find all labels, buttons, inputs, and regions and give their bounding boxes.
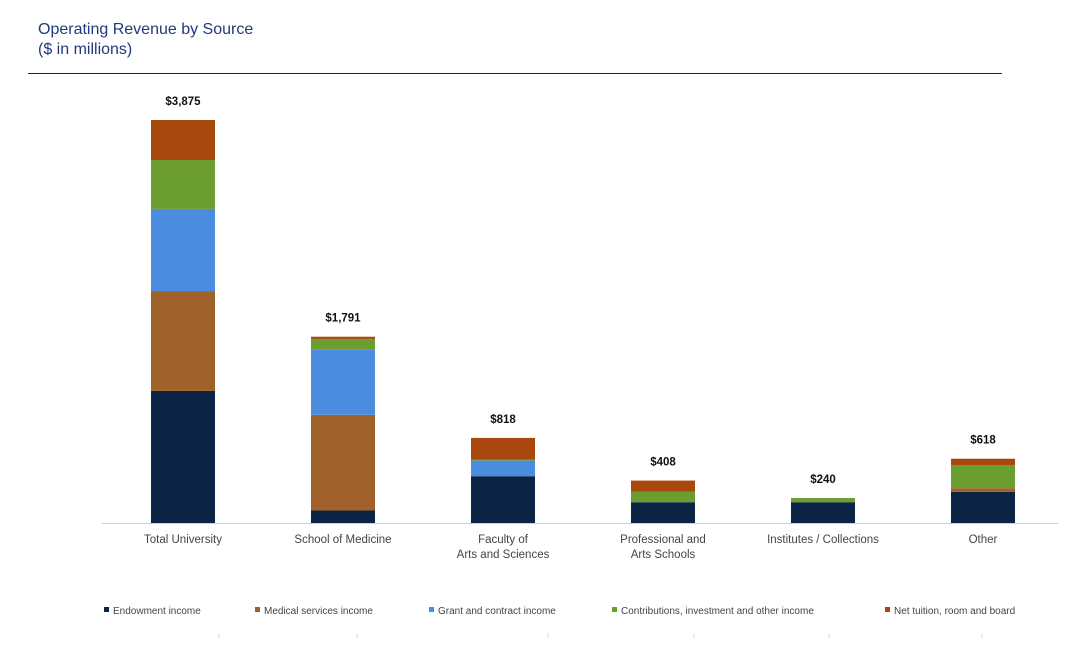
- legend-swatch-endowment-income: [104, 607, 109, 612]
- bar-segment-professional-and-arts-schools-endowment-income: [631, 502, 695, 523]
- bar-segment-school-of-medicine-medical-services-income: [311, 414, 375, 511]
- total-label-professional-and-arts-schools: $408: [650, 457, 676, 469]
- category-label-faculty-of-arts-and-sciences-line1: Faculty of: [478, 534, 529, 546]
- bar-segment-other-endowment-income: [951, 491, 1015, 523]
- category-label-professional-and-arts-schools-line2: Arts Schools: [631, 549, 696, 561]
- legend-label-net-tuition-room-and-board: Net tuition, room and board: [894, 606, 1015, 617]
- bar-segment-faculty-of-arts-and-sciences-contributions-investment-and-other-income: [471, 459, 535, 461]
- legend-item-contributions-investment-and-other-income: Contributions, investment and other inco…: [612, 606, 814, 617]
- category-label-total-university: Total University: [144, 534, 222, 546]
- title-divider: [28, 73, 1002, 74]
- bar-segment-faculty-of-arts-and-sciences-grant-and-contract-income: [471, 460, 535, 477]
- category-label-school-of-medicine: School of Medicine: [294, 534, 391, 546]
- bar-segment-school-of-medicine-grant-and-contract-income: [311, 349, 375, 415]
- legend-item-medical-services-income: Medical services income: [255, 606, 373, 617]
- legend-swatch-net-tuition-room-and-board: [885, 607, 890, 612]
- legend-item-net-tuition-room-and-board: Net tuition, room and board: [885, 606, 1015, 617]
- bar-segment-institutes-collections-contributions-investment-and-other-income: [791, 498, 855, 503]
- legend-label-medical-services-income: Medical services income: [264, 606, 373, 617]
- bar-segment-professional-and-arts-schools-contributions-investment-and-other-income: [631, 491, 695, 503]
- bar-segment-total-university-grant-and-contract-income: [151, 208, 215, 292]
- bar-segment-other-contributions-investment-and-other-income: [951, 464, 1015, 489]
- bar-segment-faculty-of-arts-and-sciences-net-tuition-room-and-board: [471, 437, 535, 460]
- total-label-other: $618: [970, 435, 996, 447]
- bar-segment-school-of-medicine-endowment-income: [311, 510, 375, 523]
- total-label-institutes-collections: $240: [810, 474, 836, 486]
- bar-segment-school-of-medicine-contributions-investment-and-other-income: [311, 338, 375, 350]
- legend-item-grant-and-contract-income: Grant and contract income: [429, 606, 556, 617]
- category-label-other: Other: [969, 534, 998, 546]
- total-label-total-university: $3,875: [165, 96, 201, 108]
- bar-segment-total-university-medical-services-income: [151, 291, 215, 391]
- total-label-school-of-medicine: $1,791: [325, 313, 361, 325]
- category-label-professional-and-arts-schools-line1: Professional and: [620, 534, 706, 546]
- legend-swatch-grant-and-contract-income: [429, 607, 434, 612]
- legend-swatch-contributions-investment-and-other-income: [612, 607, 617, 612]
- legend-item-endowment-income: Endowment income: [104, 606, 201, 617]
- bar-segment-total-university-contributions-investment-and-other-income: [151, 160, 215, 209]
- total-label-faculty-of-arts-and-sciences: $818: [490, 414, 516, 426]
- chart-title: Operating Revenue by Source: [38, 21, 254, 38]
- category-label-faculty-of-arts-and-sciences-line2: Arts and Sciences: [457, 549, 550, 561]
- bar-segment-faculty-of-arts-and-sciences-endowment-income: [471, 476, 535, 523]
- legend-label-contributions-investment-and-other-income: Contributions, investment and other inco…: [621, 606, 814, 617]
- bar-segment-total-university-endowment-income: [151, 390, 215, 523]
- bar-segment-school-of-medicine-net-tuition-room-and-board: [311, 336, 375, 339]
- legend-label-grant-and-contract-income: Grant and contract income: [438, 606, 556, 617]
- chart-title-block: Operating Revenue by Source ($ in millio…: [38, 20, 253, 60]
- bar-segment-other-net-tuition-room-and-board: [951, 458, 1015, 465]
- bar-segment-institutes-collections-endowment-income: [791, 502, 855, 523]
- chart-subtitle: ($ in millions): [38, 41, 133, 58]
- bar-segment-total-university-net-tuition-room-and-board: [151, 120, 215, 161]
- legend-swatch-medical-services-income: [255, 607, 260, 612]
- category-label-institutes-collections: Institutes / Collections: [767, 534, 879, 546]
- bar-segment-professional-and-arts-schools-net-tuition-room-and-board: [631, 480, 695, 492]
- legend-label-endowment-income: Endowment income: [113, 606, 201, 617]
- bar-segment-other-medical-services-income: [951, 488, 1015, 492]
